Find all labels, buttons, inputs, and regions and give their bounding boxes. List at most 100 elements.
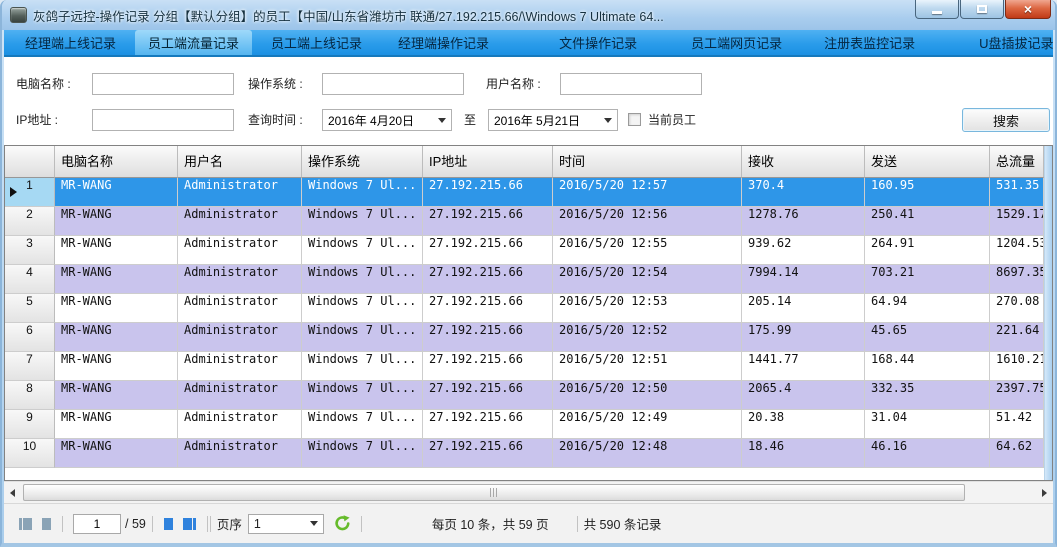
table-cell[interactable]: Windows 7 Ul... (302, 294, 423, 323)
table-cell[interactable]: Administrator (178, 381, 302, 410)
table-cell[interactable]: MR-WANG (55, 207, 178, 236)
table-cell[interactable]: 332.35 (865, 381, 990, 410)
table-row[interactable]: 7 MR-WANG Administrator Windows 7 Ul... 27.1… (5, 352, 1044, 381)
column-header[interactable]: IP地址 (423, 146, 553, 178)
table-cell[interactable]: 250.41 (865, 207, 990, 236)
first-page-button[interactable] (19, 517, 32, 530)
table-cell[interactable]: 27.192.215.66 (423, 439, 553, 468)
table-cell[interactable]: MR-WANG (55, 178, 178, 207)
row-number[interactable]: 2 (5, 207, 55, 236)
table-cell[interactable]: 27.192.215.66 (423, 323, 553, 352)
date-to-select[interactable]: 2016年 5月21日 (488, 109, 618, 131)
table-cell[interactable]: 205.14 (742, 294, 865, 323)
table-cell[interactable]: 2016/5/20 12:55 (553, 236, 742, 265)
table-row[interactable]: 4 MR-WANG Administrator Windows 7 Ul... 27.1… (5, 265, 1044, 294)
tab-1[interactable]: 经理端上线记录 (25, 36, 117, 51)
row-number[interactable]: 5 (5, 294, 55, 323)
computer-name-input[interactable] (92, 73, 234, 95)
minimize-button[interactable] (915, 0, 959, 19)
row-number[interactable]: 4 (5, 265, 55, 294)
table-cell[interactable]: 45.65 (865, 323, 990, 352)
table-cell[interactable]: 2016/5/20 12:50 (553, 381, 742, 410)
table-cell[interactable]: 2016/5/20 12:56 (553, 207, 742, 236)
table-cell[interactable]: Administrator (178, 439, 302, 468)
table-cell[interactable]: Administrator (178, 352, 302, 381)
table-cell[interactable]: 31.04 (865, 410, 990, 439)
search-button[interactable]: 搜索 (962, 108, 1050, 132)
last-page-button[interactable] (182, 517, 196, 530)
table-cell[interactable]: Windows 7 Ul... (302, 236, 423, 265)
table-cell[interactable]: Windows 7 Ul... (302, 439, 423, 468)
row-number[interactable]: 8 (5, 381, 55, 410)
table-cell[interactable]: Windows 7 Ul... (302, 323, 423, 352)
table-cell[interactable]: 27.192.215.66 (423, 265, 553, 294)
table-cell[interactable]: 2016/5/20 12:54 (553, 265, 742, 294)
tab-8[interactable]: U盘插拔记录 (979, 36, 1054, 51)
table-cell[interactable]: 1204.53 (990, 236, 1044, 265)
user-name-input[interactable] (560, 73, 702, 95)
table-row[interactable]: 10 MR-WANG Administrator Windows 7 Ul... 27.… (5, 439, 1044, 468)
date-from-select[interactable]: 2016年 4月20日 (322, 109, 452, 131)
table-cell[interactable]: 2065.4 (742, 381, 865, 410)
table-cell[interactable]: MR-WANG (55, 439, 178, 468)
table-cell[interactable]: Administrator (178, 265, 302, 294)
table-cell[interactable]: 27.192.215.66 (423, 410, 553, 439)
tab-6[interactable]: 员工端网页记录 (691, 36, 783, 51)
table-cell[interactable]: 531.35 (990, 178, 1044, 207)
column-header[interactable]: 操作系统 (302, 146, 423, 178)
table-row[interactable]: 8 MR-WANG Administrator Windows 7 Ul... 27.1… (5, 381, 1044, 410)
table-row[interactable]: 3 MR-WANG Administrator Windows 7 Ul... 27.1… (5, 236, 1044, 265)
table-cell[interactable]: 168.44 (865, 352, 990, 381)
row-selector-header[interactable] (5, 146, 55, 178)
table-cell[interactable]: 270.08 (990, 294, 1044, 323)
table-cell[interactable]: Windows 7 Ul... (302, 207, 423, 236)
table-cell[interactable]: 64.94 (865, 294, 990, 323)
prev-page-button[interactable] (42, 517, 51, 530)
table-cell[interactable]: 27.192.215.66 (423, 294, 553, 323)
table-cell[interactable]: 2016/5/20 12:49 (553, 410, 742, 439)
table-row[interactable]: 1 MR-WANG Administrator Windows 7 Ul... 27.1… (5, 178, 1044, 207)
tab-3[interactable]: 员工端上线记录 (271, 36, 363, 51)
table-cell[interactable]: Administrator (178, 178, 302, 207)
tab-2[interactable]: 员工端流量记录 (135, 30, 253, 55)
row-number[interactable]: 3 (5, 236, 55, 265)
table-cell[interactable]: 2016/5/20 12:52 (553, 323, 742, 352)
table-cell[interactable]: MR-WANG (55, 410, 178, 439)
column-header[interactable]: 电脑名称 (55, 146, 178, 178)
table-cell[interactable]: Windows 7 Ul... (302, 381, 423, 410)
table-cell[interactable]: Administrator (178, 207, 302, 236)
horizontal-scrollbar[interactable] (4, 481, 1053, 503)
scroll-left-button[interactable] (4, 482, 21, 503)
table-row[interactable]: 2 MR-WANG Administrator Windows 7 Ul... 27.1… (5, 207, 1044, 236)
table-cell[interactable]: Administrator (178, 294, 302, 323)
table-cell[interactable]: 27.192.215.66 (423, 236, 553, 265)
table-cell[interactable]: 175.99 (742, 323, 865, 352)
table-cell[interactable]: 64.62 (990, 439, 1044, 468)
table-cell[interactable]: MR-WANG (55, 323, 178, 352)
table-row[interactable]: 9 MR-WANG Administrator Windows 7 Ul... 27.1… (5, 410, 1044, 439)
column-header[interactable]: 时间 (553, 146, 742, 178)
maximize-button[interactable] (960, 0, 1004, 19)
table-cell[interactable]: 2016/5/20 12:57 (553, 178, 742, 207)
table-cell[interactable]: 370.4 (742, 178, 865, 207)
table-cell[interactable]: Windows 7 Ul... (302, 410, 423, 439)
table-cell[interactable]: Administrator (178, 323, 302, 352)
table-cell[interactable]: 221.64 (990, 323, 1044, 352)
table-cell[interactable]: Windows 7 Ul... (302, 352, 423, 381)
table-cell[interactable]: MR-WANG (55, 352, 178, 381)
tab-4[interactable]: 经理端操作记录 (398, 36, 490, 51)
table-cell[interactable]: 27.192.215.66 (423, 381, 553, 410)
close-button[interactable]: × (1005, 0, 1051, 19)
table-cell[interactable]: MR-WANG (55, 294, 178, 323)
table-cell[interactable]: 264.91 (865, 236, 990, 265)
table-cell[interactable]: 8697.35 (990, 265, 1044, 294)
table-cell[interactable]: 27.192.215.66 (423, 207, 553, 236)
column-header[interactable]: 总流量 (990, 146, 1044, 178)
table-cell[interactable]: 2016/5/20 12:53 (553, 294, 742, 323)
table-row[interactable]: 6 MR-WANG Administrator Windows 7 Ul... 27.1… (5, 323, 1044, 352)
table-cell[interactable]: 27.192.215.66 (423, 178, 553, 207)
table-cell[interactable]: 27.192.215.66 (423, 352, 553, 381)
table-cell[interactable]: MR-WANG (55, 265, 178, 294)
os-input[interactable] (322, 73, 464, 95)
table-cell[interactable]: 160.95 (865, 178, 990, 207)
